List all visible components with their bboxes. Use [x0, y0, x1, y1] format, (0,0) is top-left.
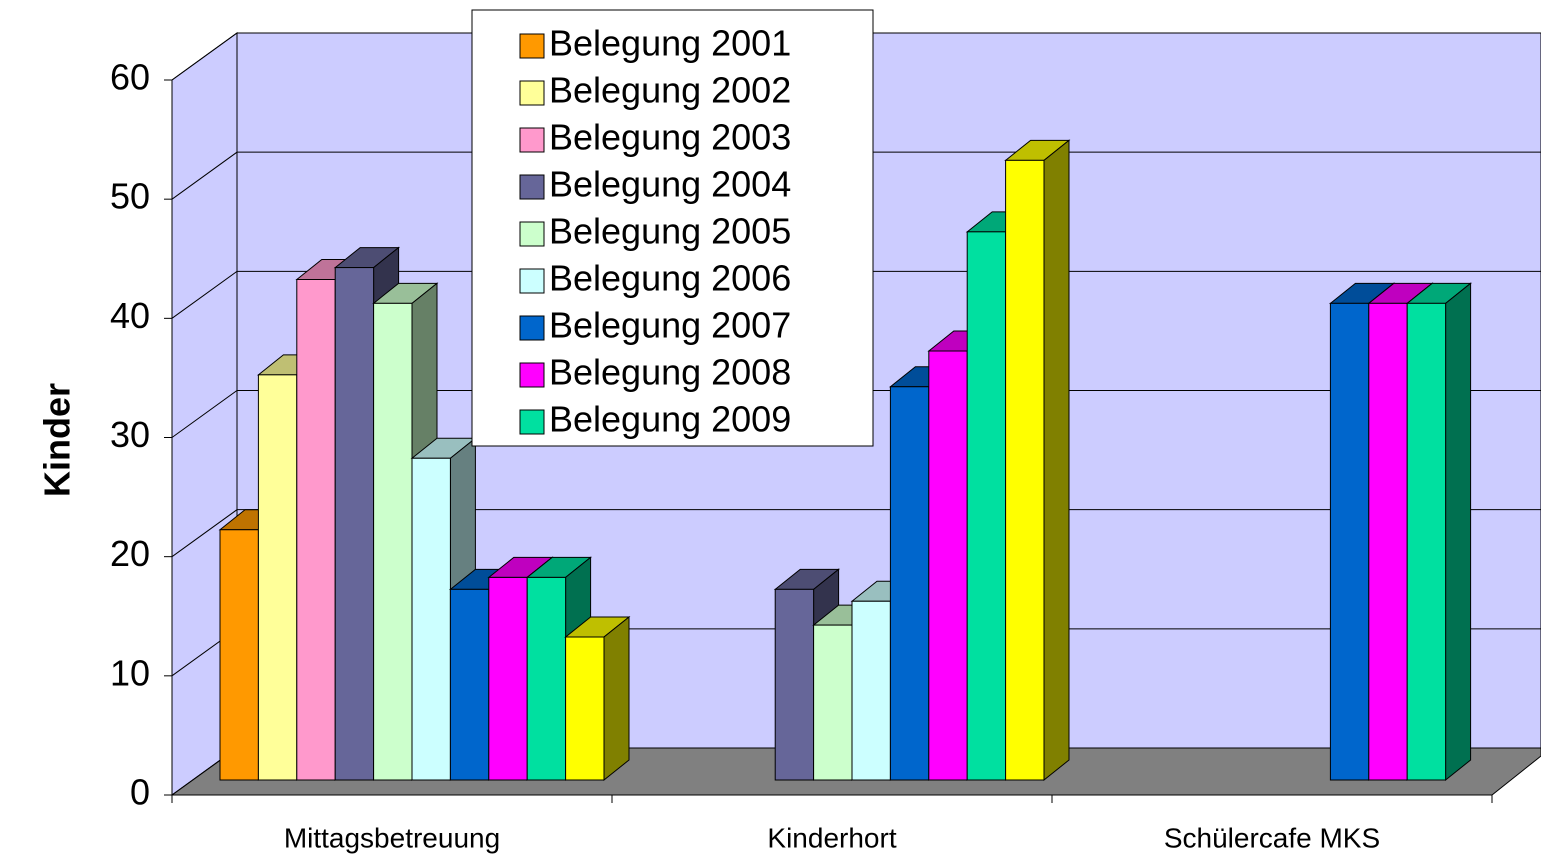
bar [966, 231, 1007, 781]
legend-swatch [519, 221, 545, 247]
bar [928, 350, 968, 781]
legend-label: Belegung 2006 [549, 258, 791, 299]
y-tick-label: 10 [110, 652, 150, 693]
bar [774, 588, 815, 781]
bar [813, 624, 853, 781]
bar [411, 457, 451, 781]
bar-side [603, 615, 630, 782]
legend-label: Belegung 2007 [549, 305, 791, 346]
bar [889, 386, 930, 781]
x-tick-label: Schülercafe MKS [1164, 822, 1380, 853]
y-tick-label: 20 [110, 533, 150, 574]
bar [526, 576, 567, 781]
legend-label: Belegung 2008 [549, 352, 791, 393]
x-tick-label: Kinderhort [767, 822, 896, 853]
legend-label: Belegung 2001 [549, 23, 791, 64]
bar-side [1445, 282, 1472, 782]
grid-line [171, 32, 1541, 81]
legend-swatch [519, 315, 545, 341]
grid-line [171, 270, 1541, 319]
legend-label: Belegung 2009 [549, 399, 791, 440]
legend-label: Belegung 2002 [549, 70, 791, 111]
bar [334, 267, 375, 781]
legend-swatch [519, 33, 545, 59]
bar [851, 600, 891, 781]
bar [488, 576, 528, 781]
bar [296, 279, 336, 781]
y-tick-label: 30 [110, 414, 150, 455]
legend-label: Belegung 2005 [549, 211, 791, 252]
legend-swatch [519, 174, 545, 200]
bar [1329, 302, 1370, 781]
bar [373, 302, 413, 781]
grid-line [171, 509, 1541, 558]
y-tick-label: 60 [110, 57, 150, 98]
legend: Belegung 2001 Belegung 2002 Belegung 2003 B… [471, 9, 874, 447]
bar [1406, 302, 1447, 781]
y-axis-title: Kinder [37, 383, 78, 497]
bar [449, 588, 490, 781]
grid-line [171, 151, 1541, 200]
y-tick-label: 40 [110, 295, 150, 336]
bar [219, 529, 259, 781]
legend-label: Belegung 2003 [549, 117, 791, 158]
bar [1005, 159, 1045, 781]
bar [1368, 302, 1408, 781]
y-tick-label: 50 [110, 176, 150, 217]
x-tick-label: Mittagsbetreuung [284, 822, 500, 853]
bar [257, 374, 298, 781]
legend-swatch [519, 80, 545, 106]
bar [565, 636, 605, 781]
legend-swatch [519, 362, 545, 388]
legend-swatch [519, 127, 545, 153]
y-tick-label: 0 [130, 772, 150, 813]
grid-line [171, 390, 1541, 438]
bar-side [1043, 139, 1070, 782]
legend-swatch [519, 409, 545, 435]
legend-label: Belegung 2004 [549, 164, 791, 205]
legend-swatch [519, 268, 545, 294]
